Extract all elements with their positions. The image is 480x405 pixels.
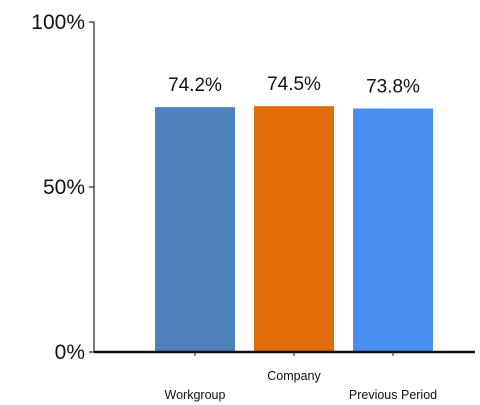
bar bbox=[155, 107, 235, 352]
category-label: Workgroup bbox=[165, 388, 226, 402]
bar bbox=[353, 108, 433, 353]
category-label: Company bbox=[267, 369, 321, 383]
bar bbox=[254, 106, 334, 353]
y-tick-label: 100% bbox=[31, 11, 85, 34]
y-tick-label: 50% bbox=[43, 176, 85, 199]
category-label: Previous Period bbox=[349, 388, 437, 402]
y-tick-label: 0% bbox=[55, 341, 85, 364]
x-axis: Workgroup Company Previous Period bbox=[94, 350, 475, 402]
y-axis: 0% 50% 100% bbox=[31, 11, 95, 364]
data-label: 73.8% bbox=[366, 76, 420, 97]
data-label: 74.5% bbox=[267, 74, 321, 95]
data-label: 74.2% bbox=[168, 75, 222, 96]
data-labels: 74.2% 74.5% 73.8% bbox=[168, 74, 420, 97]
bars bbox=[155, 106, 433, 353]
